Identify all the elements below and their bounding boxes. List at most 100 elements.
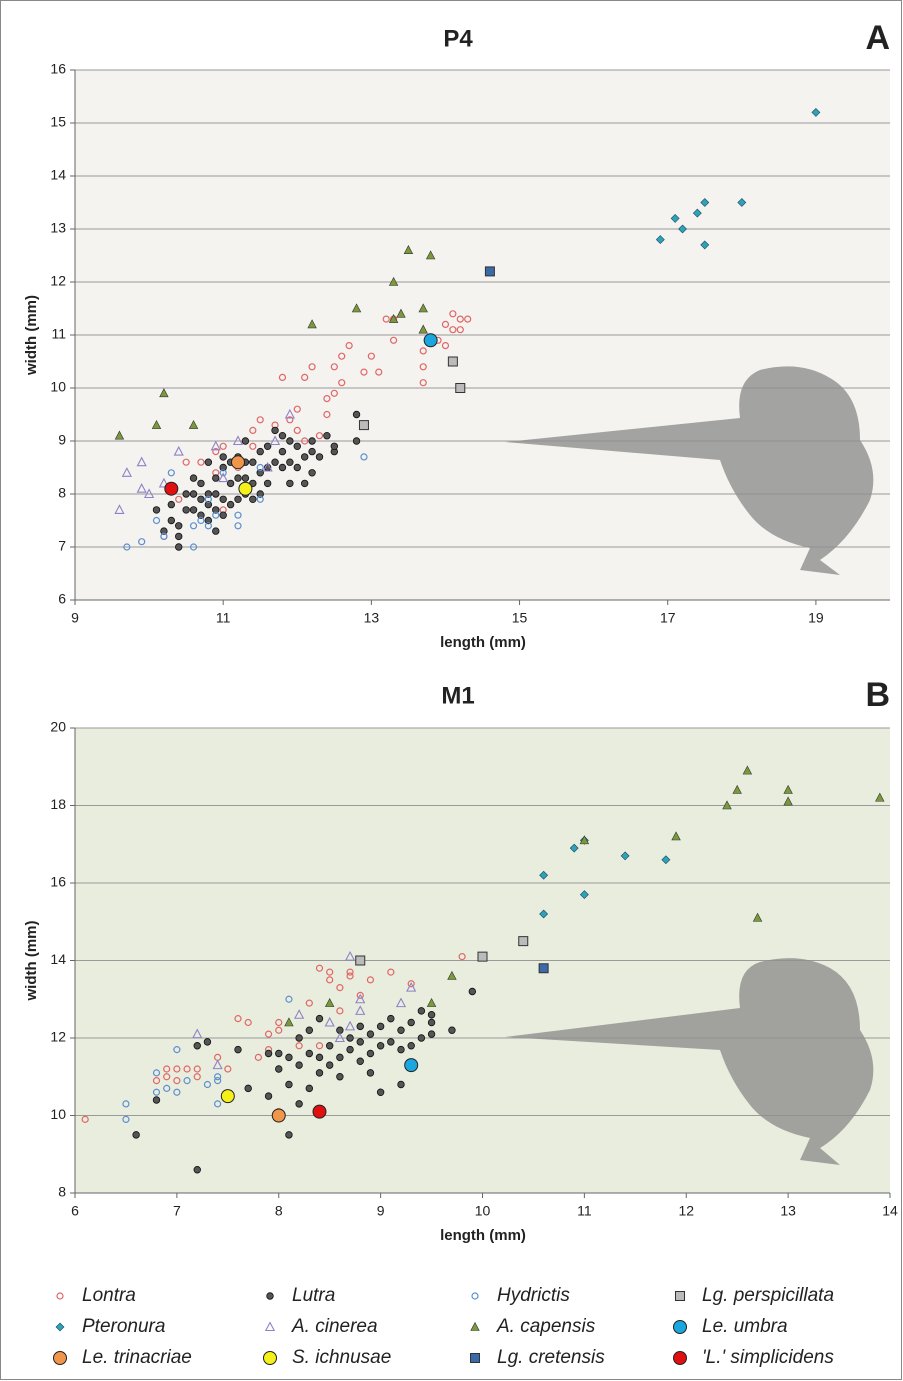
point <box>226 479 235 488</box>
point <box>152 516 161 525</box>
legend-label: A. cinerea <box>291 1316 378 1337</box>
point <box>197 458 205 466</box>
point <box>264 1030 273 1038</box>
point <box>175 532 183 541</box>
point <box>330 442 339 450</box>
point <box>264 1092 273 1100</box>
y-tick-label: 18 <box>50 796 66 812</box>
point <box>346 1034 354 1042</box>
point <box>655 235 665 245</box>
point <box>175 543 183 551</box>
point <box>700 198 710 207</box>
point <box>323 432 331 440</box>
point <box>448 1026 456 1034</box>
point <box>197 479 205 488</box>
point <box>151 419 162 429</box>
legend-marker <box>471 1292 479 1300</box>
point <box>671 831 681 841</box>
point <box>278 432 287 440</box>
point <box>173 1088 181 1096</box>
point <box>397 1080 405 1089</box>
point <box>308 363 316 371</box>
point <box>136 456 147 467</box>
point <box>203 1038 212 1046</box>
point <box>152 506 161 514</box>
point <box>285 1080 293 1089</box>
point <box>204 458 213 466</box>
point <box>173 1046 181 1054</box>
point <box>219 511 227 519</box>
point <box>308 469 316 477</box>
point <box>121 467 132 477</box>
point <box>293 405 301 413</box>
point <box>204 490 213 498</box>
point <box>158 477 170 488</box>
point <box>397 1045 405 1054</box>
point <box>308 437 316 445</box>
point <box>783 796 793 806</box>
point <box>114 430 125 440</box>
point <box>360 368 368 376</box>
point <box>183 1065 191 1073</box>
point <box>346 1045 354 1054</box>
point <box>189 506 198 514</box>
point <box>234 511 242 519</box>
x-tick-label: 10 <box>475 1203 491 1219</box>
point <box>219 469 227 477</box>
point <box>182 490 190 498</box>
otter-silhouette <box>505 366 874 575</box>
point <box>356 991 364 999</box>
y-tick-label: 13 <box>50 220 66 236</box>
point <box>193 1042 201 1050</box>
point <box>189 522 198 530</box>
point <box>212 448 220 456</box>
panel-label: A <box>865 19 890 57</box>
point <box>315 1014 324 1023</box>
point <box>334 1032 345 1043</box>
point <box>234 495 242 503</box>
x-tick-label: 13 <box>780 1203 796 1219</box>
point <box>249 458 257 466</box>
point <box>212 511 220 519</box>
point <box>417 1034 426 1042</box>
legend-label: Le. umbra <box>702 1316 788 1337</box>
point <box>389 336 398 344</box>
legend-label: Le. trinacriae <box>82 1347 192 1368</box>
point <box>256 416 264 424</box>
legend-label: Lg. perspicillata <box>702 1285 834 1306</box>
point <box>456 315 464 323</box>
y-tick-label: 16 <box>50 874 66 890</box>
point <box>295 1061 303 1069</box>
point <box>234 474 242 482</box>
point <box>326 976 334 984</box>
point <box>315 964 324 972</box>
point <box>189 490 198 498</box>
x-tick-label: 12 <box>678 1203 694 1219</box>
point <box>286 416 294 424</box>
point <box>295 1100 303 1108</box>
x-tick-label: 8 <box>275 1203 283 1219</box>
point <box>301 437 309 445</box>
point <box>163 1084 171 1092</box>
point <box>189 474 198 482</box>
x-tick-label: 6 <box>71 1203 79 1219</box>
point <box>423 333 438 348</box>
point <box>275 1026 283 1034</box>
legend-marker <box>53 1351 67 1365</box>
point <box>219 495 227 503</box>
point <box>182 458 190 466</box>
point <box>338 379 346 387</box>
point <box>338 352 346 360</box>
point <box>418 303 428 313</box>
point <box>315 1069 324 1077</box>
x-tick-label: 11 <box>216 610 231 626</box>
point <box>700 240 710 250</box>
y-axis-label: width (mm) <box>23 921 40 1002</box>
y-tick-label: 16 <box>50 61 66 77</box>
point <box>293 463 301 472</box>
y-tick-label: 15 <box>50 114 66 130</box>
point <box>407 980 415 988</box>
point <box>275 1018 283 1027</box>
point <box>256 495 264 503</box>
point <box>219 453 227 461</box>
